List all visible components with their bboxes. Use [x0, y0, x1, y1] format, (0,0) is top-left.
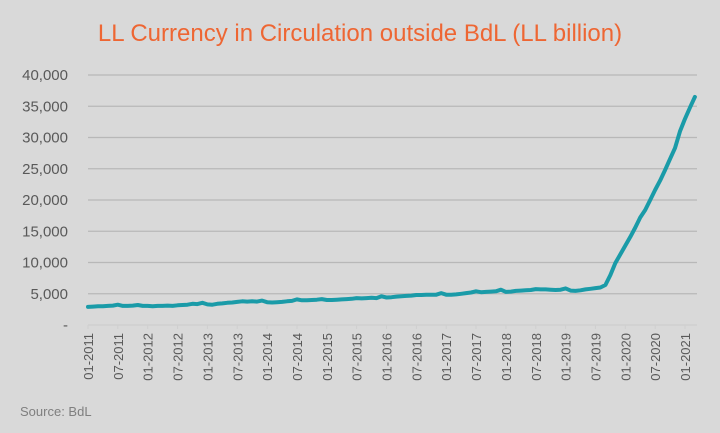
x-tick-label: 01-2013	[200, 333, 215, 381]
y-tick-label: 40,000	[22, 67, 68, 84]
y-tick-label: -	[63, 317, 68, 334]
x-tick-label: 01-2012	[141, 333, 156, 381]
x-tick-label: 01-2021	[678, 333, 693, 381]
x-tick-label: 07-2014	[290, 333, 305, 381]
x-tick-label: 07-2013	[230, 333, 245, 381]
y-tick-label: 25,000	[22, 161, 68, 178]
x-tick-label: 01-2018	[499, 333, 514, 381]
x-tick-label: 07-2012	[171, 333, 186, 381]
y-tick-label: 30,000	[22, 130, 68, 147]
x-tick-label: 01-2017	[439, 333, 454, 381]
x-tick-label: 07-2016	[409, 333, 424, 381]
x-tick-label: 07-2018	[529, 333, 544, 381]
series-line	[86, 94, 697, 309]
x-tick-label: 07-2020	[648, 333, 663, 381]
x-tick-label: 07-2015	[350, 333, 365, 381]
x-tick-label: 01-2011	[81, 333, 96, 380]
x-tick-label: 07-2017	[469, 333, 484, 381]
x-tick-label: 01-2019	[559, 333, 574, 381]
y-tick-label: 15,000	[22, 223, 68, 240]
x-tick-label: 07-2019	[588, 333, 603, 381]
y-tick-label: 20,000	[22, 192, 68, 209]
x-tick-label: 01-2015	[320, 333, 335, 381]
y-tick-label: 5,000	[30, 286, 68, 303]
y-tick-label: 10,000	[22, 255, 68, 272]
chart-title: LL Currency in Circulation outside BdL (…	[97, 20, 623, 47]
x-tick-label: 01-2020	[618, 333, 633, 381]
x-tick-label: 01-2014	[260, 333, 275, 381]
x-tick-label: 01-2016	[380, 333, 395, 381]
x-tick-label: 07-2011	[111, 333, 126, 380]
y-tick-label: 35,000	[22, 98, 68, 115]
source-note: Source: BdL	[20, 404, 92, 419]
